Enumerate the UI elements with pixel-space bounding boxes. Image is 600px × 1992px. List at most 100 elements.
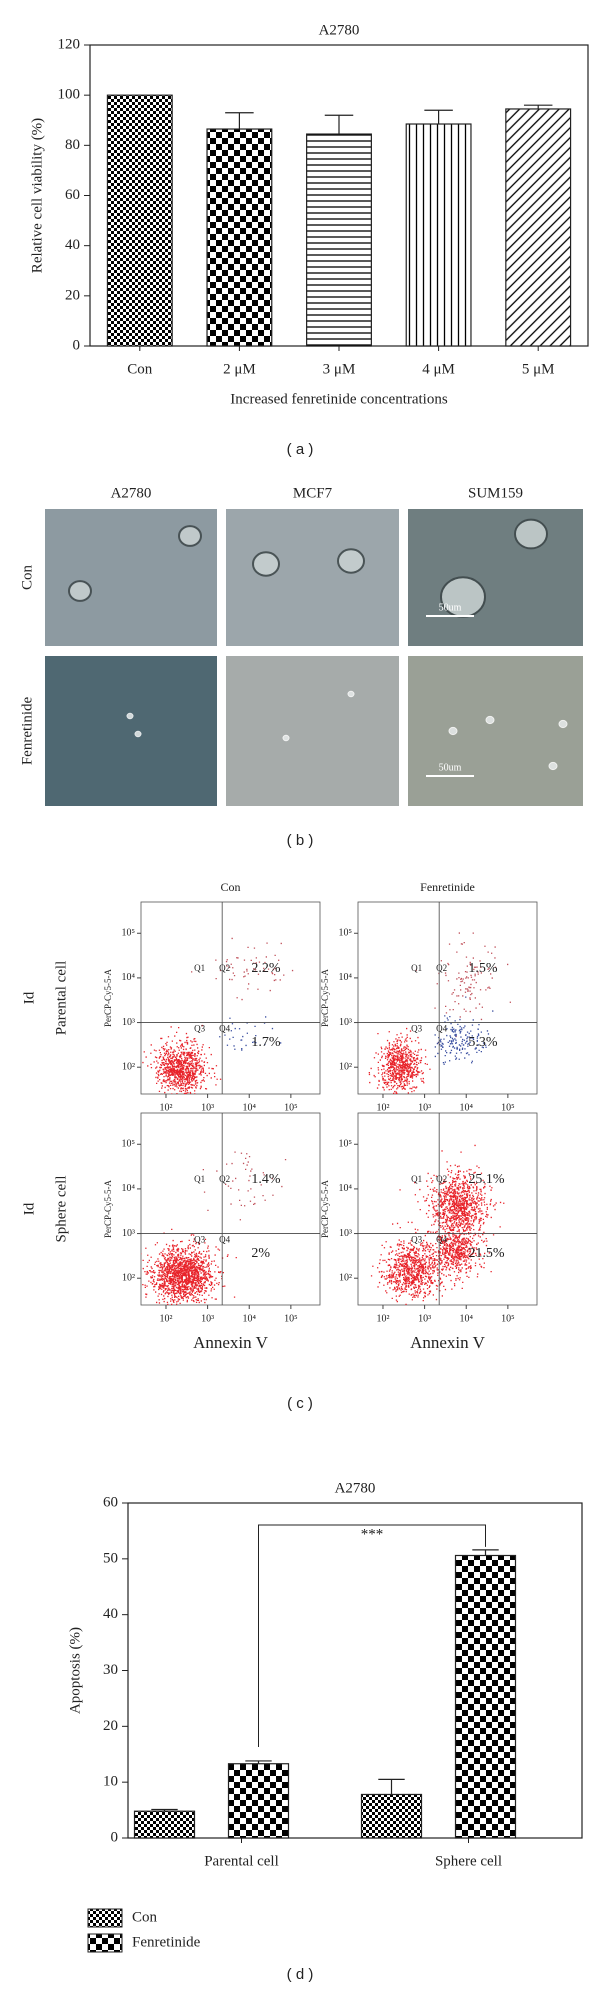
bar — [505, 108, 572, 347]
panel-label: ( c ) — [287, 1395, 313, 1412]
y-tick-label: 10⁴ — [339, 1183, 353, 1194]
dot-cloud — [399, 1144, 505, 1268]
x-tick-label: 10³ — [201, 1313, 214, 1324]
quadrant-label: Q1 — [194, 963, 205, 973]
bar — [454, 1554, 517, 1839]
legend-swatch — [87, 1908, 123, 1928]
x-tick-label: 10⁵ — [284, 1313, 298, 1324]
panel-label: ( b ) — [287, 832, 314, 849]
quadrant-percent: 1.4% — [251, 1172, 281, 1187]
cell-sphere — [485, 715, 495, 725]
bar — [133, 1810, 196, 1839]
x-tick-label: 10⁴ — [242, 1313, 256, 1324]
scale-bar-label: 50um — [439, 762, 462, 773]
x-tick-label: 10³ — [418, 1313, 431, 1324]
y-tick-label: 10⁴ — [122, 972, 136, 983]
error-bar — [225, 112, 254, 130]
x-tick-label: 4 μM — [422, 361, 455, 377]
y-axis-label: PerCP-Cy5-5-A — [103, 1180, 113, 1238]
quadrant-percent: 21.5% — [468, 1246, 505, 1261]
micrograph — [226, 656, 399, 806]
y-tick-label: 10³ — [339, 1017, 352, 1028]
plot-title: Fenretinide — [420, 880, 475, 894]
quadrant-label: Q3 — [194, 1023, 205, 1033]
quadrant-label: Q4 — [436, 1234, 447, 1244]
y-tick-label: 10³ — [122, 1017, 135, 1028]
quadrant-label: Q1 — [411, 1174, 422, 1184]
y-tick-label: 10⁵ — [122, 1139, 136, 1150]
micrograph — [408, 509, 583, 646]
y-axis-label: PerCP-Cy5-5-A — [320, 1180, 330, 1238]
quadrant-label: Q4 — [219, 1234, 230, 1244]
scale-bar-label: 50um — [439, 602, 462, 613]
cell-sphere — [548, 761, 558, 771]
error-bar — [151, 1808, 178, 1812]
plot-frame — [357, 901, 538, 1095]
y-tick-label: 20 — [65, 287, 80, 303]
plot-title: Con — [220, 880, 240, 894]
legend-swatch — [87, 1933, 123, 1953]
error-bar — [324, 114, 354, 135]
flow-plot: Q1 Q2 Q3 Q4 1.4% 2% 10² 10² 10³ 10³ 10⁴ 10⁴ 10⁵ 10⁵ Pe… — [103, 1112, 321, 1352]
y-tick-label: 60 — [103, 1494, 118, 1510]
cell-sphere — [282, 734, 290, 742]
bar — [227, 1763, 290, 1839]
quadrant-percent: 25.1% — [468, 1172, 505, 1187]
y-tick-label: 80 — [65, 137, 80, 153]
error-bar — [378, 1778, 405, 1795]
column-label: A2780 — [111, 485, 152, 501]
micrograph — [408, 656, 583, 806]
cell-sphere — [448, 726, 458, 736]
y-tick-label: 10⁴ — [339, 972, 353, 983]
bar — [405, 123, 472, 347]
cell-sphere — [337, 548, 365, 574]
y-tick-label: 120 — [58, 36, 81, 52]
quadrant-label: Q1 — [411, 963, 422, 973]
bar — [306, 133, 372, 347]
quadrant-label: Q4 — [219, 1023, 230, 1033]
y-axis-label: Relative cell viability (%) — [29, 118, 45, 273]
x-tick-label: 3 μM — [323, 361, 356, 377]
x-axis-label: Annexin V — [410, 1333, 485, 1352]
x-tick-label: 10³ — [201, 1102, 214, 1113]
x-tick-label: 10² — [376, 1102, 389, 1113]
cell-sphere — [558, 719, 568, 729]
y-tick-label: 100 — [58, 87, 81, 103]
x-axis-label: Annexin V — [193, 1333, 268, 1352]
y-tick-label: 40 — [103, 1606, 118, 1622]
dot-cloud — [368, 1027, 431, 1094]
x-tick-label: 10⁴ — [459, 1102, 473, 1113]
error-bar — [472, 1549, 499, 1556]
y-axis-label: Apoptosis (%) — [67, 1627, 83, 1714]
quadrant-percent: 2% — [251, 1246, 270, 1261]
quadrant-percent: 1.7% — [251, 1035, 281, 1050]
x-tick-label: 2 μM — [223, 361, 256, 377]
x-tick-label: 10² — [159, 1313, 172, 1324]
x-tick-label: 10³ — [418, 1102, 431, 1113]
cell-sphere — [134, 730, 142, 738]
y-tick-label: 10² — [122, 1062, 135, 1073]
x-tick-label: 10⁴ — [459, 1313, 473, 1324]
x-tick-label: 10² — [376, 1313, 389, 1324]
chart-title: A2780 — [319, 22, 360, 38]
row-label: Parental cell — [53, 961, 69, 1036]
x-tick-label: 10⁵ — [501, 1313, 515, 1324]
bar — [360, 1793, 423, 1839]
quadrant-label: Q3 — [411, 1023, 422, 1033]
x-tick-label: Parental cell — [204, 1853, 279, 1869]
row-label: Sphere cell — [53, 1175, 69, 1242]
quadrant-percent: 1.5% — [468, 961, 498, 976]
quadrant-label: Q4 — [436, 1023, 447, 1033]
x-tick-label: 10⁵ — [501, 1102, 515, 1113]
flow-plot: Q1 Q2 Q3 Q4 1.5% 5.3% 10² 10² 10³ 10³ 10⁴ 10⁴ 10⁵ 10⁵… — [320, 901, 538, 1113]
panel-label: ( d ) — [287, 1966, 314, 1983]
y-tick-label: 10² — [339, 1273, 352, 1284]
error-bar — [424, 109, 453, 125]
y-tick-label: 0 — [73, 337, 81, 353]
quadrant-label: Q2 — [436, 963, 447, 973]
quadrant-label: Q3 — [411, 1234, 422, 1244]
quadrant-label: Q1 — [194, 1174, 205, 1184]
row-label: Fenretinide — [19, 697, 35, 766]
row-axis-label: Id — [21, 1202, 37, 1215]
